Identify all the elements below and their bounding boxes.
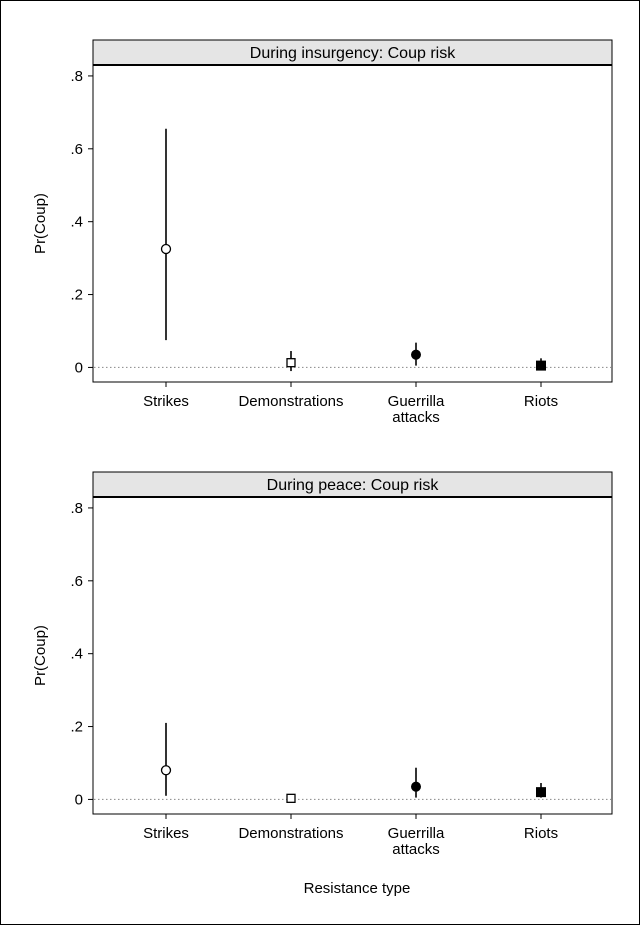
x-tick-label: Demonstrations [238,825,343,842]
panel-title-strip [92,39,613,66]
point-estimate [286,793,296,803]
y-axis-title: Pr(Coup) [32,193,49,254]
panel-2: During peace: Coup risk 0 .2 .4 .6 .8 Pr(Coup)… [32,471,613,858]
x-tick-label: attacks [392,841,440,858]
y-tick-label: .4 [70,646,83,663]
x-tick-label: Riots [524,825,558,842]
plot-frame [92,496,613,815]
y-tick-label: .4 [70,214,83,231]
panel-title: During peace: Coup risk [267,477,440,494]
point-estimate [160,243,172,255]
point-estimate [411,781,421,792]
x-tick-label: Guerrilla [388,825,445,842]
point-estimate [411,349,421,360]
x-tick-label: Guerrilla [388,393,445,410]
panel-1: During insurgency: Coup risk 0 .2 .4 .6 .8 Pr(… [32,39,613,426]
x-tick-label: attacks [392,409,440,426]
y-tick-label: .6 [70,141,83,158]
x-tick-label: Strikes [143,393,189,410]
panels: During insurgency: Coup risk 0 .2 .4 .6 .8 Pr(… [32,39,613,858]
plot-frame [92,64,613,383]
panel-title: During insurgency: Coup risk [250,45,456,62]
y-tick-label: .6 [70,573,83,590]
y-tick-label: .2 [70,287,83,304]
x-tick-label: Demonstrations [238,393,343,410]
point-estimate [536,360,546,371]
y-tick-label: .8 [70,500,83,517]
y-tick-label: .8 [70,68,83,85]
point-estimate [286,358,296,368]
x-tick-label: Riots [524,393,558,410]
panel-title-strip [92,471,613,498]
y-tick-label: 0 [75,791,83,808]
point-estimate [160,765,172,776]
point-estimate [536,787,546,798]
y-tick-label: 0 [75,359,83,376]
x-axis-title: Resistance type [304,880,411,897]
y-tick-label: .2 [70,719,83,736]
y-axis-title: Pr(Coup) [32,625,49,686]
x-tick-label: Strikes [143,825,189,842]
